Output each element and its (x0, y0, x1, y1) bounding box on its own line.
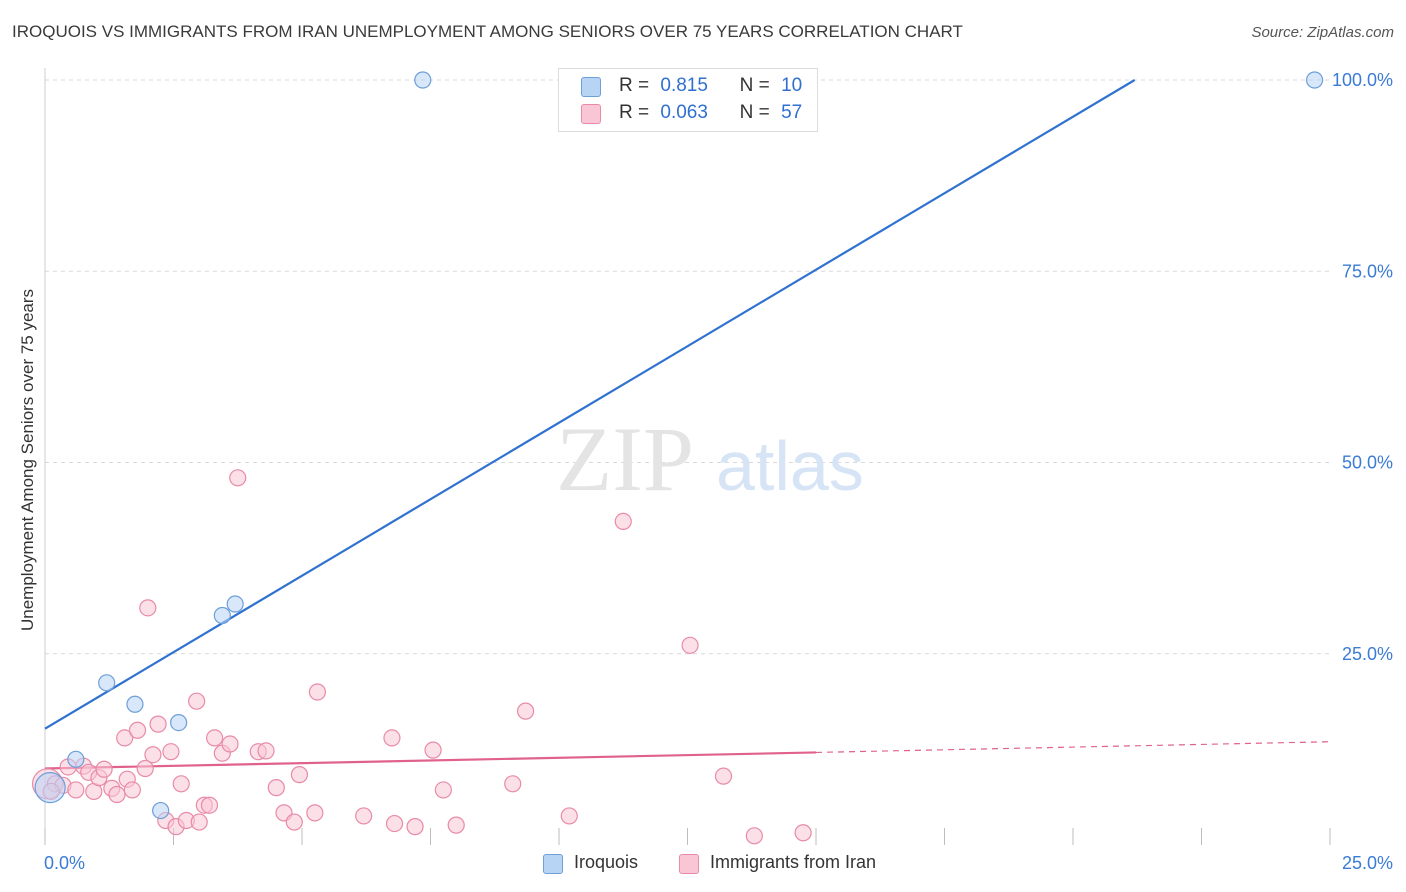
trend-line-iroquois (44, 79, 1136, 730)
trend-line-iran-extension (815, 741, 1331, 754)
point-iran (123, 781, 141, 799)
point-iran (267, 779, 285, 797)
point-iran (221, 735, 239, 753)
point-iroquois (34, 772, 66, 804)
point-iran (794, 824, 812, 842)
legend-n-label: N = (739, 75, 770, 96)
point-iran (614, 512, 632, 531)
point-iran (714, 767, 733, 785)
legend-n-value: 10 (781, 75, 803, 96)
point-iran (190, 813, 208, 831)
legend-r-label: R = (619, 102, 650, 123)
point-iran (385, 814, 404, 833)
tick-labels: 25.0% 50.0% 75.0% 100.0% 0.0% 25.0% (44, 70, 1393, 873)
point-iran (67, 781, 85, 799)
y-tick-label: 75.0% (1342, 261, 1393, 281)
bottom-legend-swatch-iran (679, 854, 699, 874)
chart-title: IROQUOIS VS IMMIGRANTS FROM IRAN UNEMPLO… (12, 22, 963, 41)
watermark-zip: ZIP (556, 408, 694, 510)
bottom-legend-label-iroquois: Iroquois (574, 852, 639, 872)
point-iran (290, 766, 309, 784)
point-iroquois (126, 695, 144, 713)
point-iran (206, 729, 224, 747)
point-iran (200, 796, 219, 814)
legend-swatch-iran (581, 104, 601, 124)
point-iran (434, 781, 452, 799)
bottom-legend-swatch-iroquois (543, 854, 563, 874)
source-label: Source: ZipAtlas.com (1251, 24, 1394, 41)
point-iroquois (213, 606, 231, 625)
point-iran (355, 807, 373, 825)
grid-layer (45, 79, 1330, 655)
point-iran (383, 729, 401, 747)
point-iran (139, 599, 157, 617)
legend-n-value: 57 (781, 102, 803, 123)
legend-row-iroquois: R = 0.815 N = 10 (581, 75, 803, 99)
stats-legend: R = 0.815 N = 10 R = 0.063 N = 57 (558, 68, 818, 132)
watermark: ZIP atlas (556, 408, 864, 510)
y-tick-label: 50.0% (1342, 453, 1393, 473)
point-iran (257, 742, 275, 760)
bottom-legend-label-iran: Immigrants from Iran (710, 852, 877, 872)
x-tick-label: 25.0% (1342, 853, 1393, 873)
point-iroquois (170, 713, 188, 732)
point-iran (308, 683, 327, 701)
point-iran (285, 813, 303, 831)
point-iran (516, 702, 535, 720)
point-iroquois (226, 595, 244, 613)
legend-n-label: N = (739, 102, 770, 123)
legend-r-value: 0.815 (660, 75, 708, 96)
y-axis-label: Unemployment Among Seniors over 75 years (18, 288, 37, 632)
point-iroquois (67, 750, 85, 768)
point-iran (95, 760, 113, 778)
point-iran (306, 804, 324, 822)
point-iran (560, 807, 578, 825)
point-iran (424, 741, 442, 759)
point-iran (172, 775, 190, 793)
point-iran (108, 785, 126, 804)
point-iran (406, 818, 424, 836)
x-tick-label: 0.0% (44, 853, 85, 873)
y-tick-label: 25.0% (1342, 644, 1393, 664)
watermark-atlas: atlas (716, 427, 864, 505)
point-iroquois (98, 674, 116, 692)
point-iran (229, 469, 247, 487)
point-iran (504, 775, 522, 793)
point-iran (149, 715, 167, 733)
point-iran (188, 692, 206, 710)
point-iran (162, 743, 180, 761)
point-iroquois (414, 71, 432, 89)
axis-layer (44, 68, 1331, 845)
point-iran (128, 721, 147, 739)
point-iran (136, 759, 154, 778)
point-iran (745, 827, 763, 845)
point-iran (116, 729, 134, 747)
legend-row-iran: R = 0.063 N = 57 (581, 102, 803, 126)
point-iran (144, 746, 162, 764)
point-iran (447, 816, 465, 834)
trend-line-iran (44, 751, 817, 770)
point-iroquois (152, 801, 170, 820)
point-iran (681, 636, 699, 654)
legend-swatch-iroquois (581, 77, 601, 97)
y-tick-label: 100.0% (1332, 70, 1393, 90)
legend-r-value: 0.063 (660, 102, 708, 123)
legend-r-label: R = (619, 75, 650, 96)
points-layer (31, 71, 1324, 845)
y-axis-label-container: Unemployment Among Seniors over 75 years (10, 70, 46, 850)
point-iroquois (1305, 71, 1324, 89)
